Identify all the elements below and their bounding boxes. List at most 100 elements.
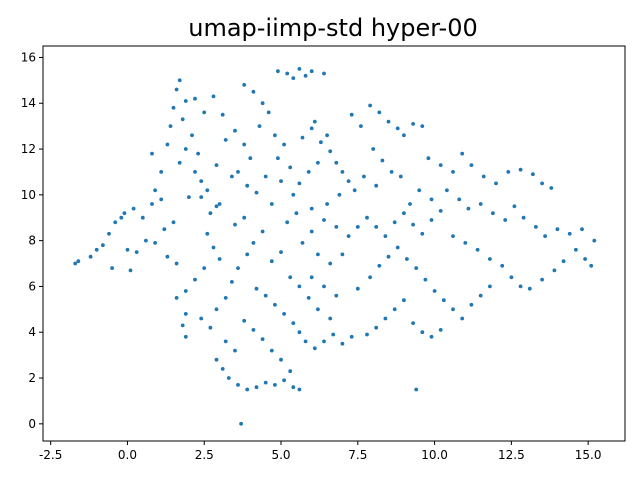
scatter-point (574, 247, 578, 252)
scatter-point (355, 286, 360, 291)
scatter-point (248, 156, 253, 161)
scatter-point (386, 254, 391, 259)
scatter-point (328, 261, 333, 266)
scatter-point (242, 318, 247, 323)
scatter-point (119, 215, 124, 220)
scatter-point (325, 202, 329, 206)
scatter-point (518, 167, 523, 172)
scatter-point (423, 277, 428, 282)
scatter-point (297, 330, 302, 335)
scatter-point (365, 332, 369, 337)
scatter-point (402, 133, 406, 138)
scatter-point (214, 357, 219, 362)
scatter-point (217, 257, 222, 261)
scatter-point (113, 220, 118, 225)
scatter-point (165, 254, 170, 259)
scatter-point (150, 151, 154, 156)
scatter-point (460, 151, 465, 156)
scatter-point (420, 231, 425, 236)
scatter-point (322, 284, 326, 289)
scatter-point (199, 179, 204, 184)
x-tick-label: -2.5 (39, 448, 62, 462)
scatter-point (193, 277, 197, 282)
scatter-point (365, 215, 369, 220)
scatter-point (300, 135, 305, 140)
scatter-point (488, 257, 492, 261)
scatter-point (368, 275, 372, 280)
scatter-point (297, 181, 302, 186)
scatter-point (291, 192, 296, 197)
scatter-point (140, 215, 145, 220)
scatter-point (469, 302, 474, 307)
scatter-point (159, 170, 164, 174)
scatter-point (269, 259, 274, 264)
scatter-point (438, 163, 443, 168)
scatter-point (328, 149, 333, 154)
scatter-point (196, 151, 201, 156)
scatter-point (279, 250, 283, 255)
scatter-point (291, 385, 296, 390)
scatter-point (374, 183, 379, 188)
scatter-point (297, 284, 302, 289)
scatter-point (73, 261, 78, 266)
scatter-point (263, 380, 268, 385)
scatter-point (245, 183, 250, 188)
scatter-point (205, 231, 210, 236)
scatter-point (362, 174, 366, 179)
scatter-point (282, 378, 286, 383)
scatter-point (429, 197, 434, 202)
scatter-point (420, 124, 425, 128)
scatter-point (463, 241, 468, 245)
scatter-point (233, 128, 237, 133)
scatter-point (306, 170, 311, 174)
scatter-point (398, 174, 403, 179)
scatter-point (380, 158, 385, 163)
scatter-point (183, 147, 188, 151)
scatter-point (309, 69, 314, 74)
scatter-point (531, 172, 535, 177)
scatter-point (131, 206, 136, 211)
scatter-point (340, 341, 345, 346)
scatter-point (134, 250, 139, 255)
scatter-point (288, 165, 293, 170)
scatter-point (251, 328, 256, 332)
scatter-point (260, 229, 265, 234)
scatter-point (171, 220, 176, 225)
scatter-point (88, 254, 93, 259)
scatter-point (417, 188, 422, 193)
scatter-point (183, 99, 188, 103)
points-layer (73, 67, 597, 426)
scatter-point (306, 296, 311, 300)
scatter-point (233, 348, 237, 353)
scatter-point (122, 211, 127, 216)
scatter-point (174, 261, 179, 266)
scatter-point (457, 197, 462, 202)
scatter-point (316, 160, 320, 165)
scatter-point (193, 96, 197, 101)
scatter-point (395, 245, 400, 250)
scatter-point (543, 234, 547, 239)
scatter-point (110, 266, 114, 270)
scatter-point (488, 284, 492, 289)
scatter-point (211, 94, 216, 99)
scatter-point (303, 339, 308, 344)
x-tick-label: 10.0 (421, 448, 448, 462)
scatter-point (316, 252, 320, 257)
scatter-point (392, 307, 397, 312)
scatter-point (144, 238, 148, 243)
scatter-point (183, 312, 188, 316)
scatter-point (334, 293, 339, 298)
y-tick-label: 2 (28, 371, 36, 385)
scatter-point (251, 89, 256, 94)
scatter-point (297, 67, 302, 71)
y-tick-label: 14 (21, 96, 36, 110)
scatter-point (269, 348, 274, 353)
scatter-point (276, 69, 280, 74)
scatter-point (441, 298, 446, 303)
scatter-point (325, 133, 329, 138)
x-tick-label: 12.5 (498, 448, 525, 462)
scatter-point (190, 133, 194, 138)
y-tick-label: 16 (21, 50, 36, 64)
scatter-point (429, 218, 434, 222)
scatter-point (239, 421, 244, 426)
